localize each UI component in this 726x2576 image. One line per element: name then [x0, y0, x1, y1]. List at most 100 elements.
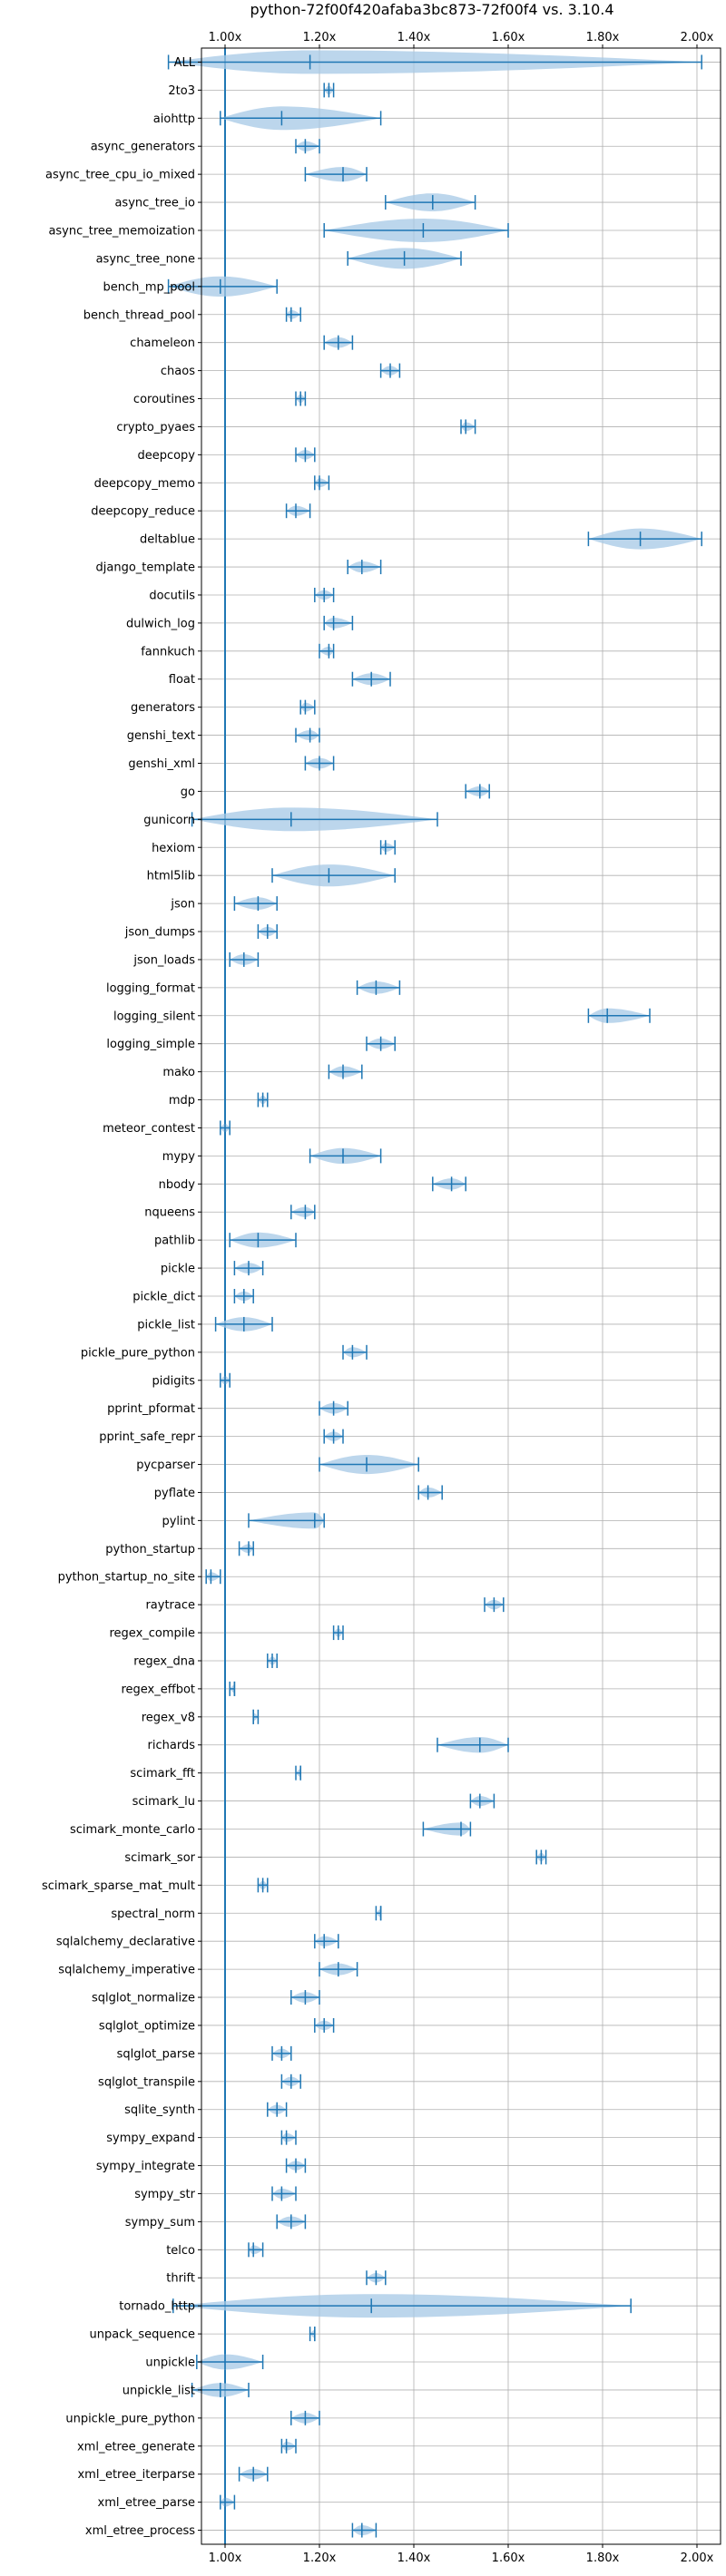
y-tick-label: docutils [149, 589, 195, 602]
y-tick-label: scimark_monte_carlo [70, 1823, 195, 1837]
violin-sympy_expand [280, 2130, 297, 2145]
y-tick-label: async_tree_none [96, 252, 195, 266]
violin-docutils [314, 587, 335, 602]
violin-bench_mp_pool [167, 276, 278, 297]
x-tick-label-top: 1.80x [586, 31, 620, 44]
violin-sqlalchemy_imperative [319, 1962, 358, 1977]
violin-sympy_str [271, 2186, 297, 2201]
violin-regex_compile [332, 1625, 344, 1641]
x-tick-label-top: 1.60x [492, 31, 525, 44]
y-tick-label: regex_effbot [121, 1683, 195, 1696]
y-tick-label: mdp [169, 1094, 195, 1107]
y-tick-label: python_startup [105, 1543, 195, 1556]
y-tick-label: async_tree_memoization [48, 224, 195, 238]
violin-mdp [257, 1092, 269, 1107]
violin-pickle_dict [233, 1289, 254, 1303]
y-tick-label: pickle_dict [132, 1291, 195, 1304]
violin-unpickle_list [191, 2382, 250, 2397]
y-tick-label: async_generators [91, 141, 196, 154]
y-tick-label: sympy_sum [125, 2216, 195, 2230]
y-tick-label: genshi_xml [128, 757, 195, 771]
violin-spectral_norm [375, 1906, 382, 1921]
violin-xml_etree_parse [220, 2494, 236, 2510]
violin-async_generators [295, 139, 320, 154]
y-tick-label: sqlglot_normalize [92, 1992, 195, 2005]
y-tick-label: fannkuch [141, 645, 195, 659]
y-tick-label: xml_etree_process [85, 2524, 195, 2538]
violin-pickle_list [214, 1316, 273, 1332]
x-tick-label-top: 2.00x [681, 31, 714, 44]
y-tick-label: go [181, 785, 195, 799]
violin-ALL [167, 50, 702, 74]
violin-async_tree_cpu_io_mixed [304, 167, 368, 182]
y-tick-label: xml_etree_iterparse [77, 2468, 195, 2482]
y-tick-label: mypy [162, 1150, 196, 1164]
violin-pylint [248, 1512, 325, 1529]
y-tick-label: pprint_pformat [107, 1402, 195, 1416]
violin-regex_effbot [229, 1681, 236, 1696]
y-tick-label: spectral_norm [111, 1908, 195, 1921]
y-tick-label: 2to3 [168, 84, 195, 98]
y-tick-label: crypto_pyaes [116, 421, 195, 434]
violin-sqlalchemy_declarative [314, 1934, 339, 1949]
violin-thrift [366, 2270, 387, 2286]
violin-html5lib [271, 864, 396, 887]
violin-django_template [347, 560, 382, 575]
violin-deltablue [587, 528, 702, 550]
violin-genshi_xml [304, 756, 335, 771]
violin-async_tree_io [385, 193, 476, 211]
y-tick-label: generators [131, 701, 195, 715]
y-tick-label: pathlib [154, 1234, 195, 1248]
violin-xml_etree_iterparse [238, 2466, 269, 2482]
violin-unpickle [196, 2354, 264, 2370]
y-tick-label: telco [166, 2244, 195, 2258]
violin-nbody [432, 1176, 466, 1192]
violin-pprint_safe_repr [323, 1429, 344, 1444]
violin-sqlglot_parse [271, 2045, 292, 2061]
x-tick-label-bottom: 1.20x [303, 2552, 337, 2565]
y-tick-label: sqlglot_transpile [98, 2075, 195, 2089]
y-tick-label: nqueens [144, 1206, 195, 1220]
y-tick-label: logging_simple [106, 1038, 195, 1051]
violin-2to3 [323, 83, 335, 98]
violin-nqueens [290, 1205, 316, 1220]
violin-deepcopy_memo [314, 475, 330, 491]
violin-hexiom [379, 840, 396, 855]
y-tick-label: logging_silent [113, 1010, 195, 1023]
y-tick-label: aiohttp [153, 112, 195, 126]
violin-pickle [233, 1261, 264, 1276]
y-tick-label: sympy_expand [106, 2132, 195, 2145]
violin-go [465, 784, 490, 799]
x-tick-label-top: 1.40x [397, 31, 431, 44]
y-tick-label: genshi_text [127, 729, 195, 743]
violin-pickle_pure_python [342, 1344, 368, 1360]
y-tick-label: unpickle_pure_python [65, 2412, 195, 2425]
y-tick-label: thrift [166, 2272, 195, 2286]
violin-sympy_sum [276, 2214, 307, 2230]
y-tick-label: unpickle [145, 2356, 195, 2370]
y-tick-label: xml_etree_parse [98, 2496, 195, 2510]
y-tick-label: sympy_str [134, 2188, 195, 2201]
violin-richards [437, 1737, 509, 1753]
violin-deepcopy [295, 447, 316, 463]
violin-regex_v8 [252, 1709, 260, 1724]
chart-title: python-72f00f420afaba3bc873-72f00f4 vs. … [250, 1, 613, 18]
violin-xml_etree_generate [280, 2438, 297, 2454]
violin-regex_dna [267, 1653, 278, 1668]
y-tick-label: raytrace [145, 1599, 195, 1613]
y-tick-label: logging_format [106, 981, 195, 995]
y-tick-label: gunicorn [143, 814, 195, 827]
violin-sqlite_synth [267, 2102, 288, 2117]
y-tick-label: ALL [174, 56, 196, 70]
y-tick-label: regex_v8 [142, 1711, 195, 1724]
y-tick-label: async_tree_io [114, 197, 195, 210]
violin-crypto_pyaes [460, 419, 476, 434]
violin-sqlglot_normalize [290, 1990, 320, 2005]
y-tick-label: scimark_fft [130, 1767, 195, 1781]
violin-sqlglot_optimize [314, 2017, 335, 2033]
violin-deepcopy_reduce [285, 503, 311, 519]
x-tick-label-top: 1.00x [209, 31, 242, 44]
y-tick-label: async_tree_cpu_io_mixed [45, 169, 195, 182]
y-tick-label: float [169, 673, 195, 687]
